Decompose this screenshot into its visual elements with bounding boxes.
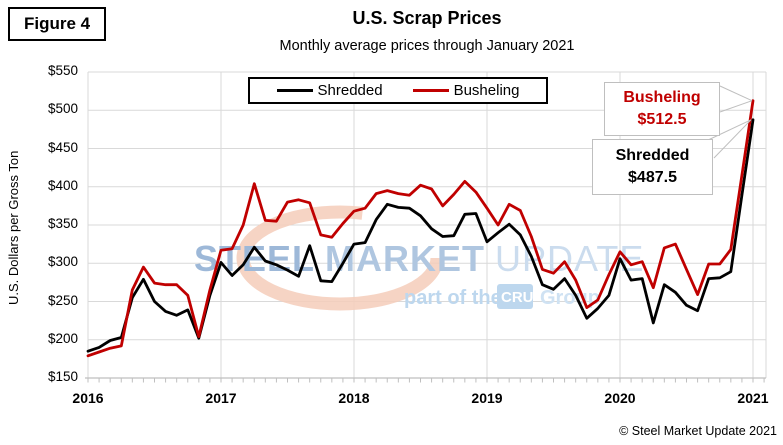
legend-item-shredded: Shredded (276, 82, 383, 99)
cru-badge (497, 284, 533, 309)
callout-busheling-value: $512.5 (637, 111, 687, 128)
legend-label-shredded: Shredded (317, 82, 383, 99)
legend-item-busheling: Busheling (412, 82, 520, 99)
y-tick-label: $500 (47, 101, 78, 117)
shredded-line-swatch-icon (276, 89, 313, 92)
watermark-tagline: part of the (404, 287, 502, 309)
chart-title: U.S. Scrap Prices (352, 8, 502, 28)
x-tick-label-2016: 2016 (72, 390, 104, 406)
chart-subtitle: Monthly average prices through January 2… (279, 38, 575, 54)
watermark-logo: STEEL MARKET UPDATE part of the CRU Group (194, 205, 643, 311)
y-tick-label: $250 (47, 292, 78, 308)
copyright-text: © Steel Market Update 2021 (619, 424, 777, 438)
x-tick-label-2019: 2019 (471, 390, 503, 406)
callout-shredded-label: Shredded (615, 147, 690, 165)
watermark-swoosh-icon (236, 205, 444, 311)
legend-label-busheling: Busheling (453, 82, 520, 99)
y-tick-label: $550 (47, 63, 78, 78)
x-tick-label-2021: 2021 (737, 390, 769, 406)
callout-shredded: Shredded $487.5 (592, 139, 713, 195)
series-line-shredded (86, 118, 755, 353)
x-tick-label-2020: 2020 (604, 390, 636, 406)
callout-shredded-value: $487.5 (628, 169, 677, 186)
series-line-busheling (86, 99, 755, 358)
x-tick-label-2018: 2018 (338, 390, 370, 406)
x-tick-label-2017: 2017 (205, 390, 237, 406)
y-tick-label: $400 (47, 177, 78, 193)
figure-label: Figure 4 (8, 7, 107, 41)
cru-badge-text: CRU (501, 289, 534, 306)
y-tick-label: $450 (47, 139, 78, 155)
callout-pointer-lines (705, 85, 753, 159)
y-tick-label: $150 (47, 369, 78, 384)
callout-busheling: Busheling $512.5 (604, 82, 720, 136)
y-tick-label: $350 (47, 216, 78, 231)
y-axis-title: U.S. Dollars per Gross Ton (6, 150, 21, 306)
busheling-line-swatch-icon (412, 89, 449, 92)
y-tick-label: $200 (47, 330, 78, 346)
data-series-lines (86, 99, 755, 358)
legend: Shredded Busheling (248, 77, 548, 104)
y-tick-label: $300 (47, 254, 78, 270)
callout-busheling-label: Busheling (623, 89, 701, 107)
